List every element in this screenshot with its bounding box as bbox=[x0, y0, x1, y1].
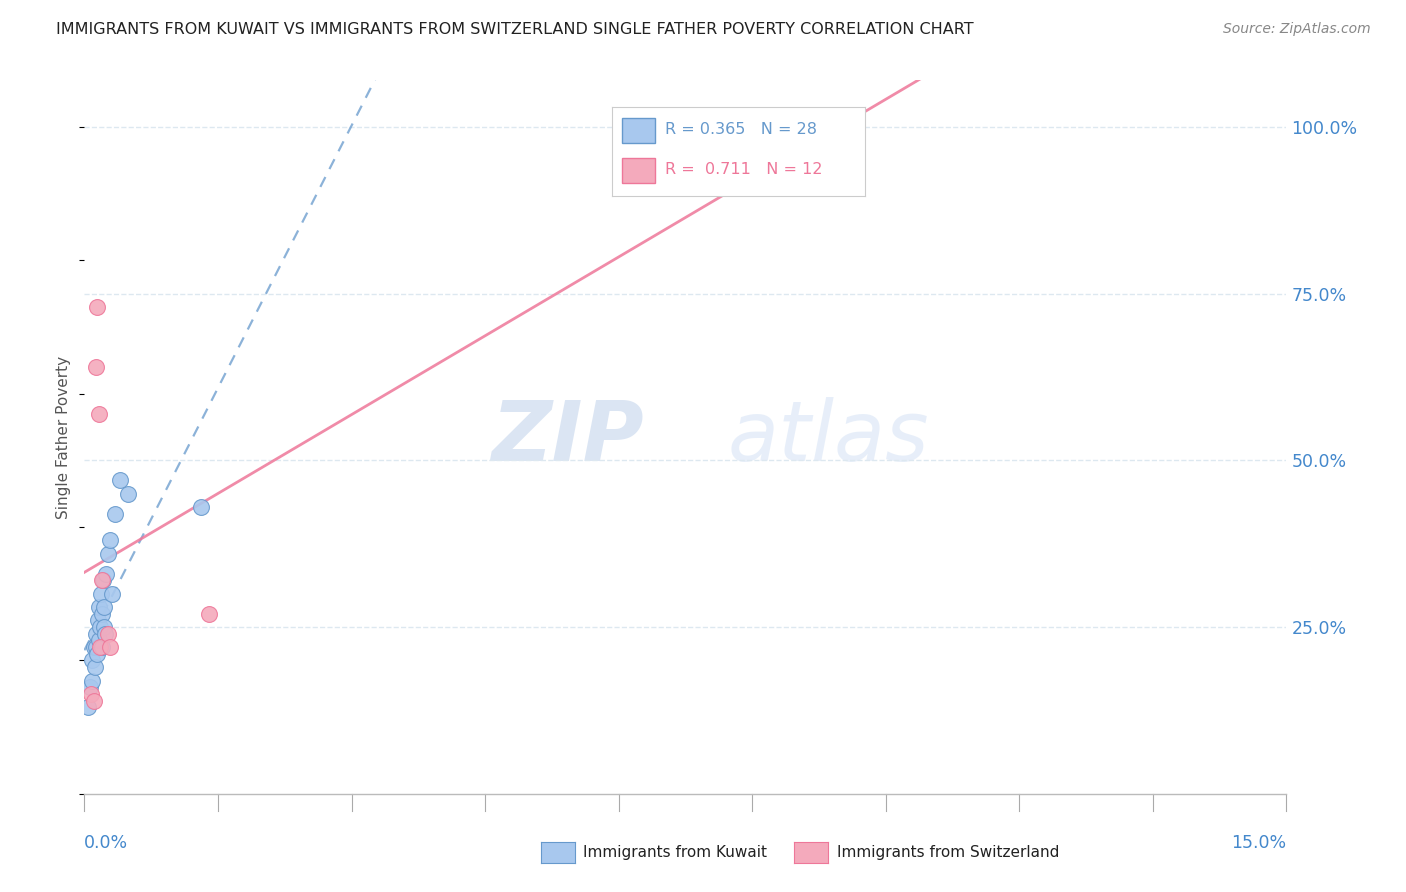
Point bbox=[835, 153, 858, 168]
Point bbox=[117, 487, 139, 501]
Point bbox=[93, 600, 115, 615]
Text: R =  0.711   N = 12: R = 0.711 N = 12 bbox=[665, 162, 823, 178]
Point bbox=[80, 653, 103, 667]
Point bbox=[98, 640, 121, 655]
Point bbox=[98, 533, 121, 548]
Text: ZIP: ZIP bbox=[491, 397, 644, 477]
Point bbox=[86, 300, 108, 314]
Point bbox=[87, 407, 110, 421]
Text: R = 0.365   N = 28: R = 0.365 N = 28 bbox=[665, 122, 817, 137]
Point bbox=[91, 574, 114, 588]
Point bbox=[197, 607, 219, 621]
Y-axis label: Single Father Poverty: Single Father Poverty bbox=[56, 356, 72, 518]
Text: Immigrants from Switzerland: Immigrants from Switzerland bbox=[837, 846, 1059, 860]
Text: atlas: atlas bbox=[727, 397, 929, 477]
Point bbox=[89, 620, 111, 634]
Point bbox=[91, 574, 114, 588]
Point bbox=[76, 700, 98, 714]
Bar bbox=[621, 118, 655, 143]
Point bbox=[658, 146, 681, 161]
Point bbox=[84, 359, 107, 374]
Point bbox=[83, 693, 105, 707]
Bar bbox=[621, 158, 655, 183]
Point bbox=[94, 566, 117, 581]
Point bbox=[91, 640, 114, 655]
Text: 15.0%: 15.0% bbox=[1232, 834, 1286, 852]
Point bbox=[87, 600, 110, 615]
Point bbox=[90, 587, 112, 601]
Point bbox=[87, 614, 110, 628]
Point bbox=[79, 680, 101, 694]
Text: Immigrants from Kuwait: Immigrants from Kuwait bbox=[583, 846, 768, 860]
Point bbox=[86, 647, 108, 661]
Point bbox=[83, 660, 105, 674]
Text: IMMIGRANTS FROM KUWAIT VS IMMIGRANTS FROM SWITZERLAND SINGLE FATHER POVERTY CORR: IMMIGRANTS FROM KUWAIT VS IMMIGRANTS FRO… bbox=[56, 22, 974, 37]
Point bbox=[190, 500, 212, 515]
Point bbox=[97, 547, 120, 561]
Text: Source: ZipAtlas.com: Source: ZipAtlas.com bbox=[1223, 22, 1371, 37]
Text: 0.0%: 0.0% bbox=[84, 834, 128, 852]
Point bbox=[89, 640, 111, 655]
Point bbox=[83, 640, 105, 655]
Point bbox=[110, 474, 132, 488]
Point bbox=[87, 633, 110, 648]
Point bbox=[80, 687, 103, 701]
Point bbox=[94, 627, 117, 641]
Point bbox=[104, 507, 127, 521]
Point bbox=[93, 620, 115, 634]
Point bbox=[82, 673, 104, 688]
Point bbox=[84, 640, 107, 655]
Point bbox=[91, 607, 114, 621]
Point bbox=[101, 587, 124, 601]
Point bbox=[97, 627, 120, 641]
Point bbox=[86, 627, 108, 641]
